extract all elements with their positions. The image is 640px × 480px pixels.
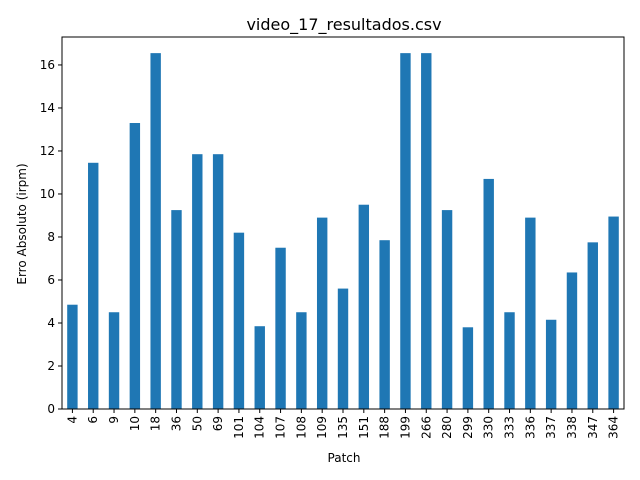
x-tick-label: 135 — [336, 416, 350, 439]
x-tick-label: 107 — [274, 416, 288, 439]
bar-336 — [525, 217, 536, 409]
x-tick-label: 9 — [107, 416, 121, 424]
x-tick-label: 151 — [357, 416, 371, 439]
x-tick-label: 69 — [211, 416, 225, 431]
y-tick-label: 6 — [47, 273, 55, 287]
bar-109 — [316, 217, 328, 409]
bar-199 — [400, 53, 411, 409]
bar-50 — [192, 154, 203, 409]
bar-347 — [587, 242, 598, 409]
x-tick-label: 36 — [169, 416, 183, 431]
bar-10 — [129, 123, 141, 409]
bar-330 — [483, 178, 494, 409]
plot-frame — [61, 36, 625, 410]
bar-108 — [296, 312, 307, 409]
bar-299 — [462, 327, 474, 409]
y-tick-label: 2 — [47, 359, 55, 373]
x-tick-label: 6 — [86, 416, 100, 424]
bar-333 — [504, 312, 515, 409]
y-tick-label: 14 — [40, 101, 55, 115]
bar-135 — [337, 288, 349, 409]
x-tick-label: 10 — [128, 416, 142, 431]
x-tick-label: 347 — [586, 416, 600, 439]
x-tick-label: 337 — [544, 416, 558, 439]
bar-101 — [233, 232, 245, 409]
x-tick-label: 333 — [503, 416, 517, 439]
y-tick-label: 16 — [40, 58, 55, 72]
bar-9 — [108, 312, 120, 409]
x-tick-label: 266 — [419, 416, 433, 439]
bar-6 — [88, 162, 99, 409]
x-tick-label: 299 — [461, 416, 475, 439]
y-tick-label: 4 — [47, 316, 55, 330]
bar-107 — [275, 247, 286, 409]
x-tick-label: 188 — [378, 416, 392, 439]
x-tick-label: 4 — [65, 416, 79, 424]
y-axis: 0 2 4 6 8 10 12 14 16 — [40, 58, 62, 416]
y-tick-label: 8 — [47, 230, 55, 244]
bar-36 — [171, 210, 182, 409]
chart-title: video_17_resultados.csv — [246, 15, 441, 35]
x-tick-label: 50 — [190, 416, 204, 431]
bar-338 — [566, 272, 578, 409]
x-tick-label: 101 — [232, 416, 246, 439]
bar-4 — [67, 304, 78, 409]
bar-69 — [212, 154, 224, 409]
x-tick-label: 336 — [523, 416, 537, 439]
x-tick-label: 199 — [398, 416, 412, 439]
bars-group — [67, 53, 619, 409]
x-tick-label: 280 — [440, 416, 454, 439]
x-tick-label: 330 — [482, 416, 496, 439]
x-tick-label: 18 — [149, 416, 163, 431]
x-tick-label: 364 — [607, 416, 621, 439]
bar-337 — [545, 319, 557, 409]
bar-18 — [150, 53, 161, 409]
y-tick-label: 10 — [40, 187, 55, 201]
y-tick-label: 0 — [47, 402, 55, 416]
bar-280 — [441, 210, 453, 409]
bar-188 — [379, 240, 390, 409]
bar-151 — [358, 204, 370, 409]
bar-266 — [421, 53, 432, 409]
x-tick-label: 109 — [315, 416, 329, 439]
bar-364 — [608, 216, 619, 409]
y-axis-label: Erro Absoluto (irpm) — [15, 163, 29, 284]
x-tick-label: 338 — [565, 416, 579, 439]
x-axis-label: Patch — [328, 451, 361, 465]
bar-104 — [254, 326, 265, 409]
x-tick-label: 108 — [294, 416, 308, 439]
x-tick-label: 104 — [253, 416, 267, 439]
y-tick-label: 12 — [40, 144, 55, 158]
x-axis: 4 6 9 10 18 36 50 69 101 104 107 108 109 135 151 188 199… — [65, 409, 621, 439]
